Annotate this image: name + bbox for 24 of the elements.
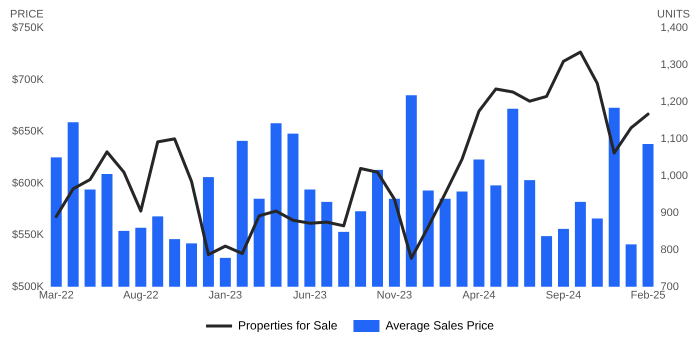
y-tick-label: $550K [12, 229, 44, 242]
x-tick-label: Aug-22 [123, 289, 159, 302]
y2-tick-label: 1,200 [660, 96, 688, 108]
y2-tick-label: 1,000 [660, 170, 688, 182]
y-tick-label: $600K [12, 177, 44, 190]
y2-tick-label: 900 [660, 206, 679, 219]
y2-tick-label: 800 [660, 244, 679, 256]
x-tick-label: Jan-23 [208, 289, 242, 302]
y-tick-label: $650K [12, 126, 44, 138]
legend-label: Average Sales Price [385, 318, 494, 332]
y2-tick-label: 1,100 [660, 132, 688, 145]
x-tick-label: Jun-23 [293, 289, 327, 302]
x-tick-label: Apr-24 [462, 289, 496, 302]
x-tick-label: Nov-23 [376, 289, 412, 302]
y2-tick-label: 1,400 [660, 22, 688, 34]
x-tick-label: Sep-24 [546, 289, 582, 302]
x-tick-label: Mar-22 [38, 289, 74, 302]
x-tick-label: Feb-25 [630, 289, 666, 302]
y-tick-label: $750K [12, 22, 44, 34]
legend-label: Properties for Sale [238, 318, 338, 332]
y-axis-title: PRICE [10, 8, 44, 21]
y-tick-label: $700K [12, 74, 44, 86]
y2-axis-title: UNITS [657, 8, 690, 21]
y2-tick-label: 1,300 [660, 59, 688, 72]
